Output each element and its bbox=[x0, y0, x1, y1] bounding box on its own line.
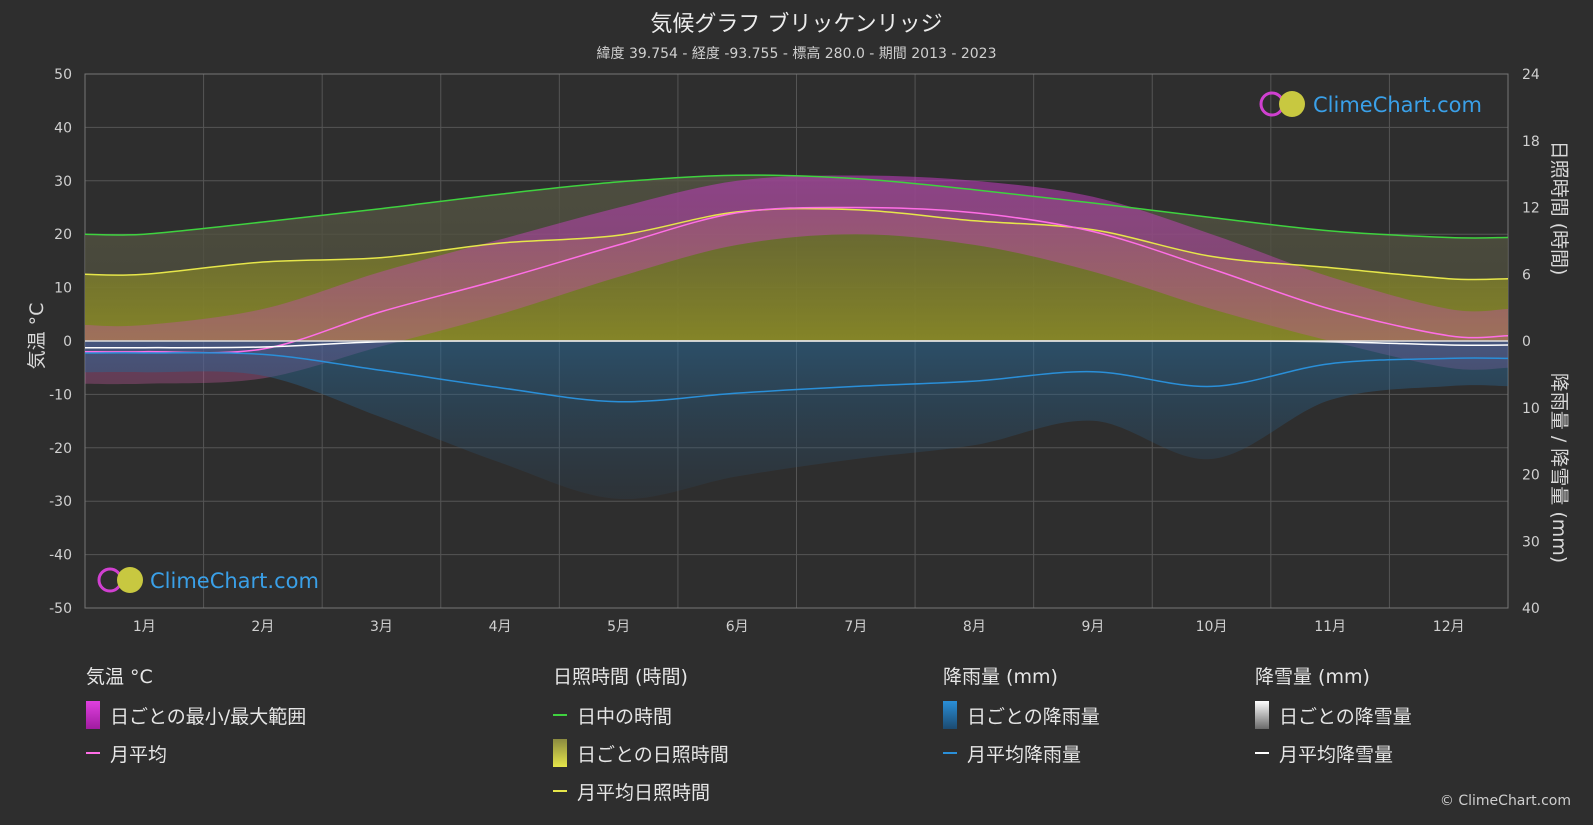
sunshine-swatch bbox=[553, 739, 567, 767]
legend-item: 日ごとの降雪量 bbox=[1255, 701, 1412, 729]
legend-item: 月平均降雪量 bbox=[1255, 740, 1412, 766]
legend-label: 日ごとの最小/最大範囲 bbox=[110, 705, 307, 728]
legend-label: 日ごとの降雪量 bbox=[1279, 705, 1412, 728]
left-axis-label: 気温 °C bbox=[26, 303, 48, 370]
month-label: 12月 bbox=[1433, 619, 1465, 635]
temp-range-area bbox=[85, 175, 1508, 385]
right-tick-label: 6 bbox=[1522, 267, 1531, 283]
logo-bottom: ClimeChart.com bbox=[97, 567, 319, 593]
left-tick-label: -10 bbox=[49, 387, 72, 403]
legend-label: 日ごとの降雨量 bbox=[967, 705, 1100, 728]
legend-sunshine: 日照時間 (時間) 日中の時間 日ごとの日照時間 月平均日照時間 bbox=[553, 662, 729, 816]
left-tick-label: 20 bbox=[54, 227, 72, 243]
month-label: 8月 bbox=[963, 619, 986, 635]
chart-title: 気候グラフ ブリッケンリッジ bbox=[650, 12, 943, 37]
temp-avg-swatch bbox=[86, 752, 100, 754]
legend-title: 降雪量 (mm) bbox=[1255, 666, 1370, 688]
right-tick-label: 18 bbox=[1522, 134, 1540, 150]
logo-sun-icon bbox=[1279, 91, 1305, 117]
legend-item: 日ごとの降雨量 bbox=[943, 701, 1100, 729]
left-tick-label: 40 bbox=[54, 120, 72, 136]
month-label: 10月 bbox=[1196, 619, 1228, 635]
right-axis-top-label: 日照時間 (時間) bbox=[1548, 141, 1570, 276]
temp-range-fill bbox=[85, 175, 1508, 385]
legend-title: 降雨量 (mm) bbox=[943, 666, 1058, 688]
legend-item: 日ごとの最小/最大範囲 bbox=[86, 701, 307, 729]
logo-text: ClimeChart.com bbox=[1313, 93, 1482, 117]
right-tick-label: 0 bbox=[1522, 334, 1531, 350]
right-tick-label: 12 bbox=[1522, 201, 1540, 217]
logo-top: ClimeChart.com bbox=[1259, 91, 1482, 117]
month-labels: 1月 2月 3月 4月 5月 6月 7月 8月 9月 10月 11月 12月 bbox=[133, 619, 1465, 635]
logo-sun-icon bbox=[117, 567, 143, 593]
month-label: 9月 bbox=[1081, 619, 1104, 635]
legend-item: 月平均降雨量 bbox=[943, 740, 1100, 766]
temp-range-swatch bbox=[86, 701, 100, 729]
month-label: 4月 bbox=[489, 619, 512, 635]
snow-swatch bbox=[1255, 701, 1269, 729]
month-label: 11月 bbox=[1314, 619, 1346, 635]
left-tick-label: -40 bbox=[49, 548, 72, 564]
right-tick-label: 10 bbox=[1522, 401, 1540, 417]
right-tick-label: 20 bbox=[1522, 468, 1540, 484]
left-axis-ticks: 50 40 30 20 10 0 -10 -20 -30 -40 -50 bbox=[49, 67, 72, 617]
right-axis-ticks: 24 18 12 6 0 10 20 30 40 bbox=[1522, 67, 1540, 617]
left-tick-label: -20 bbox=[49, 441, 72, 457]
sunshine-avg-line bbox=[84, 207, 1509, 281]
legend-label: 月平均降雪量 bbox=[1279, 743, 1394, 766]
legend-rain: 降雨量 (mm) 日ごとの降雨量 月平均降雨量 bbox=[943, 662, 1100, 778]
legend-label: 月平均日照時間 bbox=[577, 781, 711, 804]
chart-subtitle: 緯度 39.754 - 経度 -93.755 - 標高 280.0 - 期間 2… bbox=[596, 46, 997, 62]
left-tick-label: 10 bbox=[54, 281, 72, 297]
legend-title: 日照時間 (時間) bbox=[553, 666, 688, 688]
climate-chart: 50 40 30 20 10 0 -10 -20 -30 -40 -50 24 18 12 6 0 10 20 3… bbox=[26, 67, 1570, 635]
right-tick-label: 24 bbox=[1522, 67, 1540, 83]
right-axis-bottom-label: 降雨量 / 降雪量 (mm) bbox=[1548, 373, 1570, 563]
month-label: 6月 bbox=[726, 619, 749, 635]
legend-item: 日ごとの日照時間 bbox=[553, 739, 729, 767]
daylight-line bbox=[84, 174, 1509, 239]
legend-label: 月平均降雨量 bbox=[967, 743, 1082, 766]
copyright: © ClimeChart.com bbox=[1439, 793, 1571, 809]
left-tick-label: 50 bbox=[54, 67, 72, 83]
month-label: 5月 bbox=[607, 619, 630, 635]
logo-text: ClimeChart.com bbox=[150, 569, 319, 593]
daylight-swatch bbox=[553, 714, 567, 716]
temp-avg-line bbox=[84, 206, 1509, 354]
legend-item: 月平均日照時間 bbox=[553, 778, 729, 804]
month-label: 2月 bbox=[251, 619, 274, 635]
rain-avg-swatch bbox=[943, 752, 957, 754]
legend-snow: 降雪量 (mm) 日ごとの降雪量 月平均降雪量 bbox=[1255, 662, 1412, 778]
month-label: 3月 bbox=[370, 619, 393, 635]
legend-item: 日中の時間 bbox=[553, 702, 729, 728]
rain-swatch bbox=[943, 701, 957, 729]
rain-avg-line bbox=[84, 351, 1509, 403]
legend-temperature: 気温 °C 日ごとの最小/最大範囲 月平均 bbox=[86, 662, 306, 778]
month-label: 7月 bbox=[844, 619, 867, 635]
left-tick-label: 30 bbox=[54, 174, 72, 190]
left-tick-label: -50 bbox=[49, 601, 72, 617]
sunshine-avg-swatch bbox=[553, 790, 567, 792]
snow-avg-swatch bbox=[1255, 752, 1269, 754]
legend-label: 日ごとの日照時間 bbox=[577, 743, 729, 766]
right-tick-label: 30 bbox=[1522, 534, 1540, 550]
left-tick-label: -30 bbox=[49, 494, 72, 510]
month-label: 1月 bbox=[133, 619, 156, 635]
legend-item: 月平均 bbox=[86, 740, 306, 766]
legend-title: 気温 °C bbox=[86, 666, 153, 688]
legend-label: 月平均 bbox=[110, 743, 168, 766]
left-tick-label: 0 bbox=[63, 334, 72, 350]
legend-label: 日中の時間 bbox=[577, 705, 673, 728]
right-tick-label: 40 bbox=[1522, 601, 1540, 617]
